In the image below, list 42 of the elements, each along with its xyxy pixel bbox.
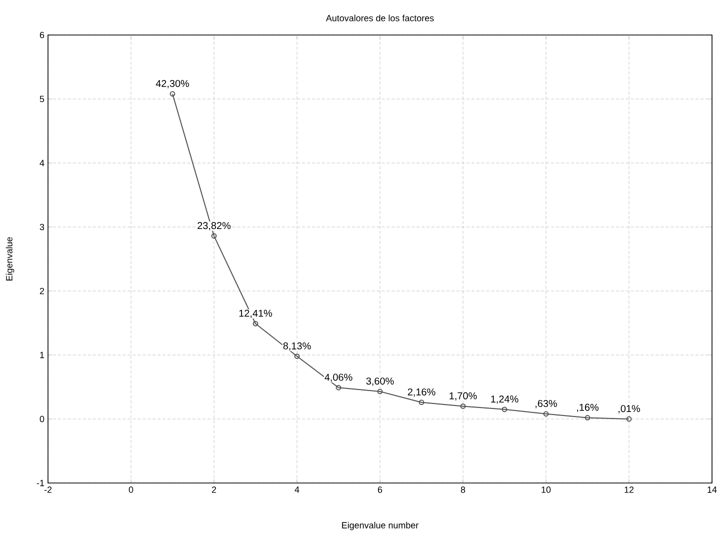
- point: [294, 354, 300, 359]
- x-tick-label: 4: [294, 486, 300, 493]
- annotation: 1,70%: [450, 392, 477, 401]
- annotation: 12,41%: [239, 310, 272, 318]
- y-tick-label: 2: [40, 288, 44, 294]
- annotation: 8,13%: [283, 342, 311, 351]
- annotation: 4,06%: [324, 374, 352, 382]
- point: [502, 406, 508, 412]
- x-tick-label: 6: [378, 486, 382, 493]
- annotation: ,63%: [536, 400, 558, 408]
- point: [418, 400, 424, 406]
- point: [584, 415, 590, 420]
- point: [460, 404, 466, 409]
- annotation: 3,60%: [366, 378, 394, 386]
- annotation: 2,16%: [408, 388, 436, 397]
- x-tick-label: 10: [542, 486, 551, 493]
- point: [377, 388, 383, 394]
- x-tick-label: 2: [212, 486, 216, 493]
- annotation: 42,30%: [156, 80, 190, 88]
- y-tick-label: 0: [40, 416, 44, 422]
- annotation: 1,24%: [491, 395, 518, 404]
- y-axis-title: Eigenvalue: [6, 237, 14, 280]
- x-tick-label: 14: [708, 486, 717, 493]
- x-tick-label: 8: [460, 486, 466, 493]
- y-tick-label: 3: [40, 224, 44, 230]
- y-tick-label: 6: [40, 32, 44, 38]
- x-tick-label: 0: [128, 486, 134, 493]
- y-tick-label: 1: [40, 352, 44, 358]
- chart-title: Autovalores de los factores: [326, 14, 434, 22]
- point: [336, 384, 342, 390]
- point: [252, 320, 258, 326]
- point: [543, 411, 549, 417]
- x-tick-label: -2: [44, 486, 52, 493]
- y-tick-label: 5: [40, 96, 44, 102]
- x-tick-label: 12: [624, 486, 634, 493]
- annotation: 23,82%: [198, 222, 231, 230]
- x-axis-title: Eigenvalue number: [342, 522, 418, 530]
- point: [211, 233, 217, 239]
- y-tick-label: -1: [36, 480, 44, 486]
- annotation: ,16%: [577, 404, 599, 412]
- annotation: ,01%: [618, 405, 640, 414]
- y-tick-label: 4: [40, 160, 44, 166]
